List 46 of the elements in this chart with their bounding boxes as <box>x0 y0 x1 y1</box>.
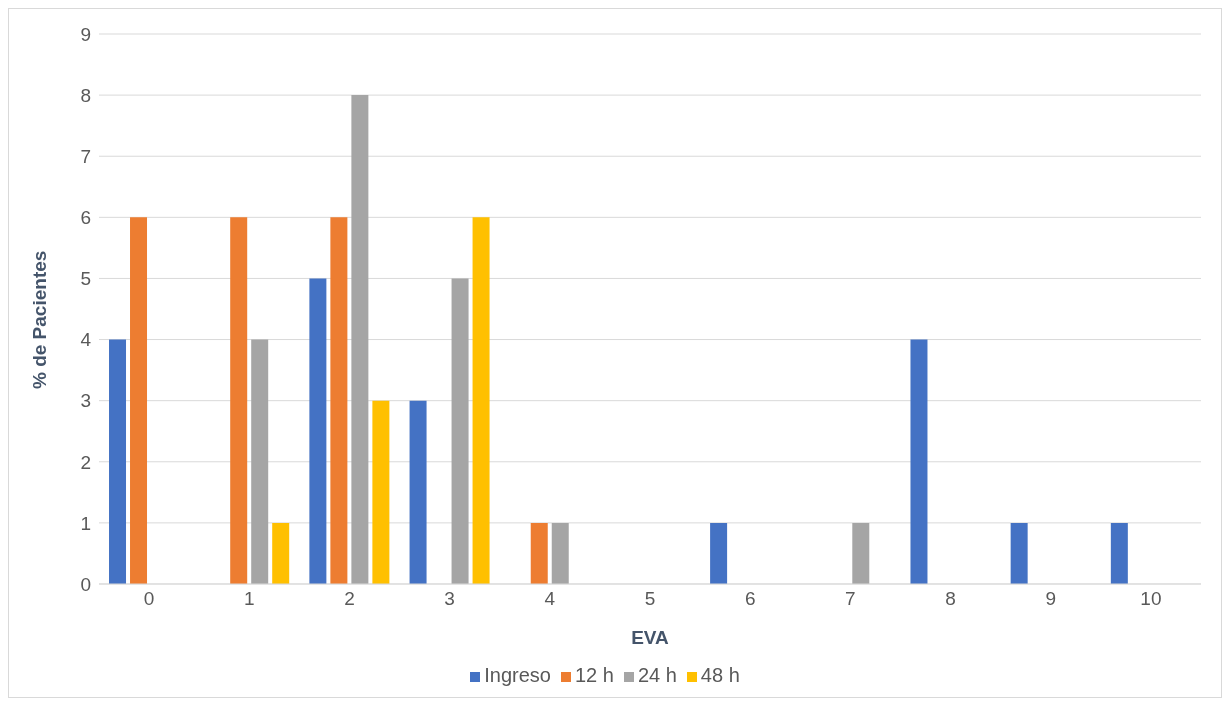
y-tick-label: 8 <box>80 84 91 106</box>
y-tick-label: 3 <box>80 390 91 412</box>
y-tick-label: 0 <box>80 573 91 595</box>
x-tick-label: 7 <box>845 588 856 610</box>
bar <box>409 400 427 584</box>
x-tick-label: 1 <box>243 588 255 610</box>
bar <box>710 522 728 584</box>
y-tick-label: 6 <box>80 207 91 229</box>
bar <box>351 95 369 584</box>
legend-label: 12 h <box>574 664 614 686</box>
bar <box>109 339 127 584</box>
bar <box>272 522 290 584</box>
bar <box>330 217 348 584</box>
bar <box>1110 522 1128 584</box>
x-tick-label: 8 <box>945 588 956 610</box>
x-tick-label: 4 <box>544 588 556 610</box>
bar <box>472 217 490 584</box>
bar <box>309 278 327 584</box>
bar <box>852 522 870 584</box>
bar <box>130 217 148 584</box>
x-tick-label: 5 <box>644 588 656 610</box>
x-axis-title: EVA <box>631 627 670 648</box>
y-tick-label: 5 <box>80 268 91 290</box>
x-tick-label: 2 <box>344 588 355 610</box>
x-tick-label: 3 <box>444 588 455 610</box>
bar <box>530 522 548 584</box>
y-tick-label: 1 <box>80 512 91 534</box>
y-tick-label: 4 <box>80 329 92 351</box>
y-tick-label: 9 <box>80 23 91 45</box>
x-tick-label: 6 <box>744 588 756 610</box>
bar <box>372 400 390 584</box>
x-tick-label: 0 <box>143 588 155 610</box>
y-axis-title: % de Pacientes <box>28 250 50 389</box>
bar <box>1010 522 1028 584</box>
bar <box>551 522 569 584</box>
y-tick-label: 2 <box>80 451 91 473</box>
legend-label: 48 h <box>700 664 740 686</box>
bar <box>910 339 928 584</box>
bar <box>230 217 248 584</box>
x-tick-label: 10 <box>1140 588 1162 610</box>
bar <box>251 339 269 584</box>
legend-label: Ingreso <box>484 664 551 686</box>
y-tick-label: 7 <box>80 145 91 167</box>
x-tick-label: 9 <box>1045 588 1057 610</box>
legend-label: 24 h <box>637 664 677 686</box>
bar <box>451 278 469 584</box>
